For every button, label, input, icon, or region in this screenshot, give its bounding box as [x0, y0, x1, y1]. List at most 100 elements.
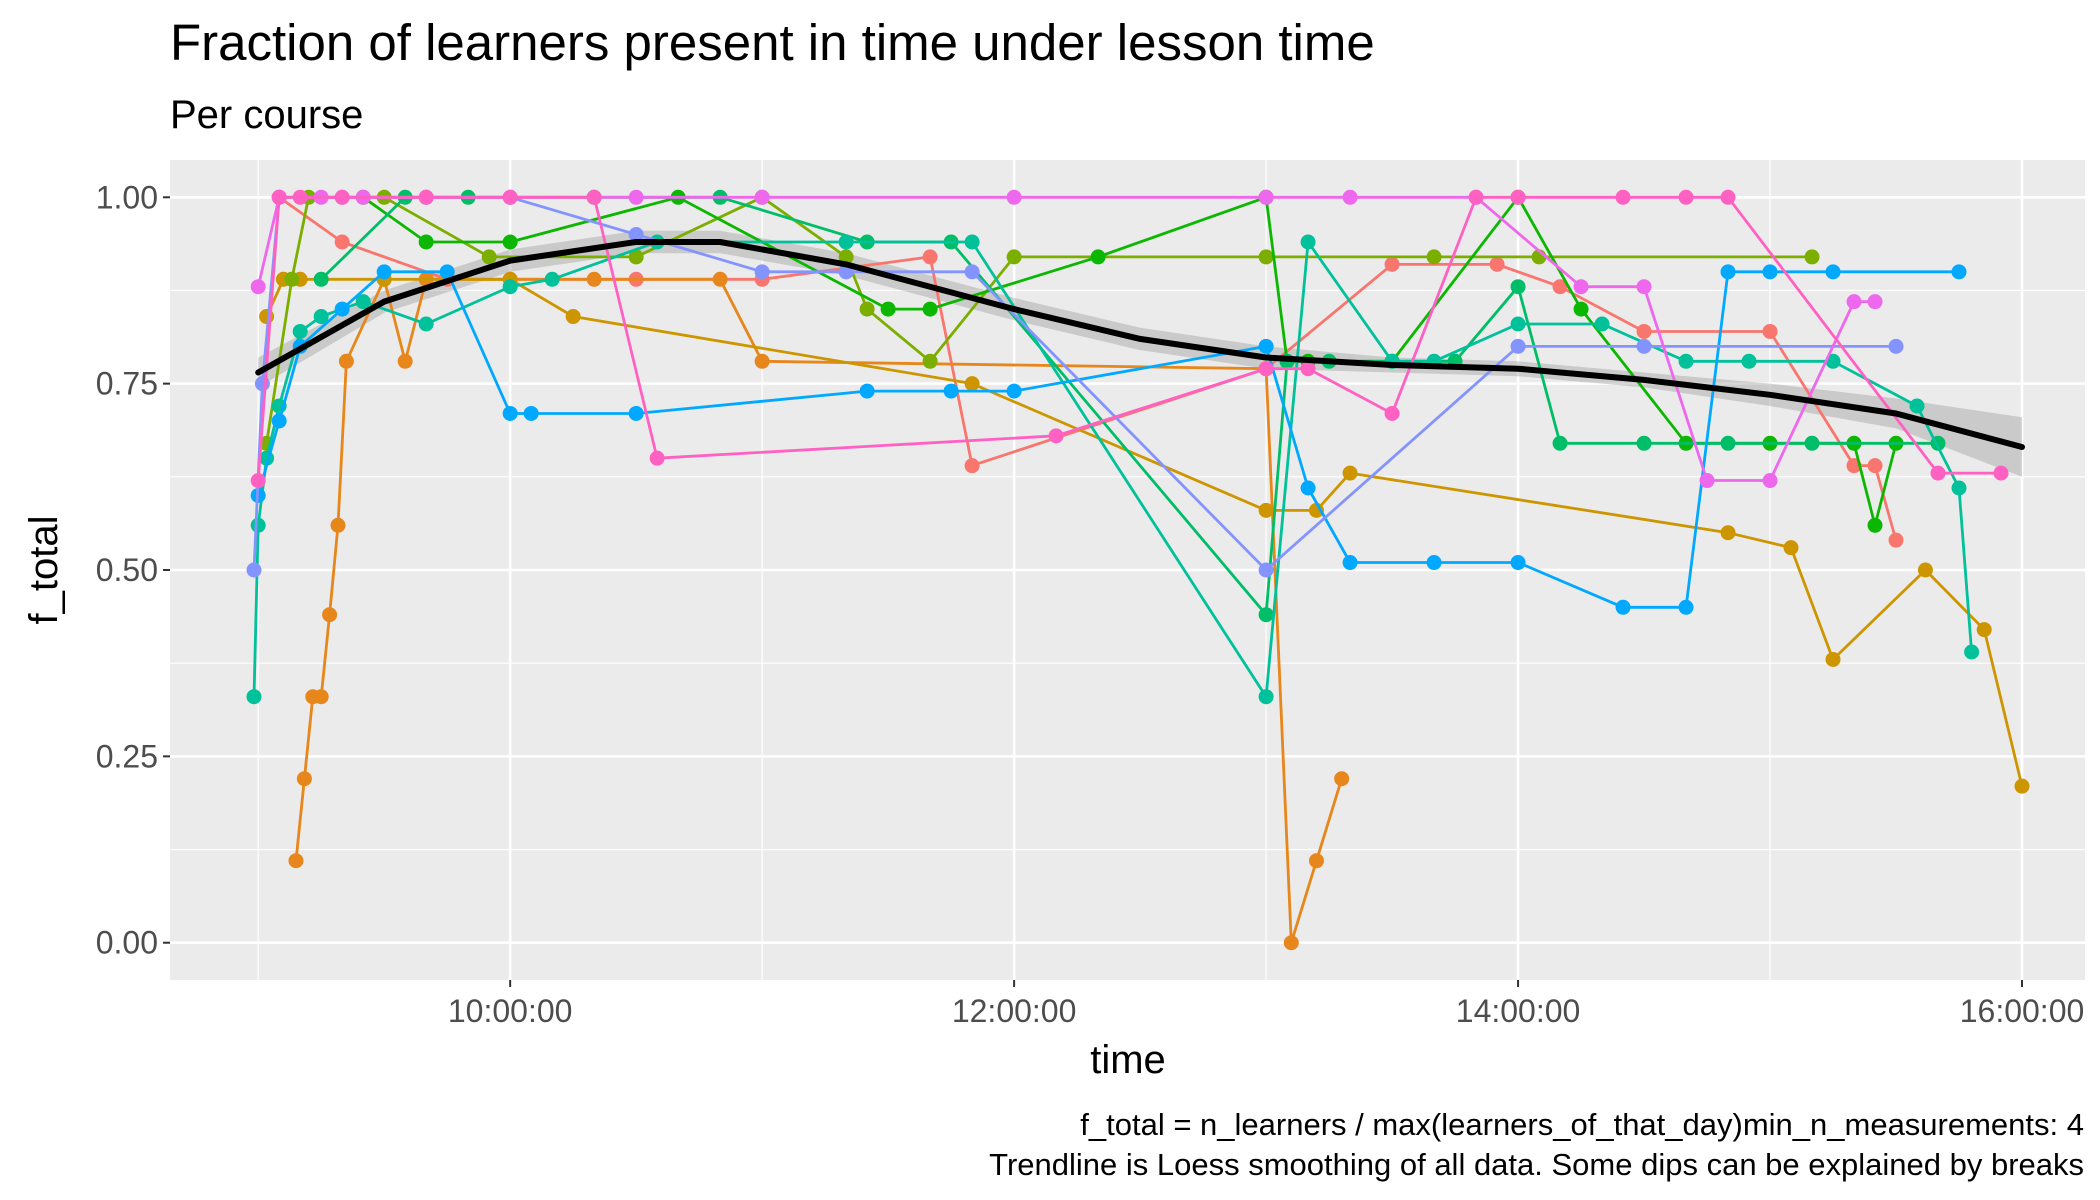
series-5-point: [880, 301, 896, 317]
series-11-point: [250, 473, 266, 489]
series-11-point: [1384, 405, 1400, 421]
series-4-point: [859, 301, 875, 317]
series-9-point: [1258, 562, 1274, 578]
series-8-point: [1258, 338, 1274, 354]
series-11-point: [502, 189, 518, 205]
series-3-point: [1258, 502, 1274, 518]
series-2-point: [313, 689, 329, 705]
series-6-point: [1552, 435, 1568, 451]
series-4-point: [1258, 249, 1274, 265]
chart-subtitle: Per course: [170, 93, 363, 137]
series-4-point: [284, 271, 300, 287]
series-6-point: [1510, 279, 1526, 295]
series-3-point: [1720, 525, 1736, 541]
series-4-point: [1426, 249, 1442, 265]
chart-title: Fraction of learners present in time und…: [170, 14, 1375, 71]
series-3-point: [1342, 465, 1358, 481]
x-axis-title: time: [1090, 1038, 1166, 1082]
series-7-point: [1964, 644, 1980, 660]
series-9-point: [254, 376, 270, 392]
series-8-point: [1510, 555, 1526, 571]
series-11-point: [1615, 189, 1631, 205]
series-9-point: [1636, 338, 1652, 354]
series-8-point: [1426, 555, 1442, 571]
x-tick-label: 12:00:00: [952, 993, 1077, 1029]
series-5-point: [1090, 249, 1106, 265]
series-3-point: [565, 309, 581, 325]
series-8-point: [1825, 264, 1841, 280]
series-10-point: [250, 279, 266, 295]
series-11-point: [1993, 465, 2009, 481]
series-5-point: [922, 301, 938, 317]
trend-line: [255, 239, 2025, 450]
series-6-point: [1804, 435, 1820, 451]
series-2-point: [586, 271, 602, 287]
series-1-point: [1384, 256, 1400, 272]
series-3-point: [964, 376, 980, 392]
series-8-point: [376, 264, 392, 280]
series-2-point: [330, 517, 346, 533]
series-4-point: [838, 249, 854, 265]
series-2-point: [1334, 771, 1350, 787]
series-2-point: [1283, 935, 1299, 951]
series-2-point: [288, 853, 304, 869]
series-10-point: [1636, 279, 1652, 295]
series-1-point: [1762, 323, 1778, 339]
series-10-point: [1573, 279, 1589, 295]
series-4-point: [481, 249, 497, 265]
series-3-point: [1976, 622, 1992, 638]
x-tick-label: 16:00:00: [1960, 993, 2085, 1029]
series-1-point: [964, 458, 980, 474]
series-2-point: [712, 271, 728, 287]
series-8-point: [943, 383, 959, 399]
series-11-point: [271, 189, 287, 205]
y-tick-label: 0.00: [96, 925, 158, 961]
series-5-point: [502, 234, 518, 250]
series-5-point: [1573, 301, 1589, 317]
series-8: [250, 264, 1967, 615]
series-11-point: [649, 450, 665, 466]
series-10-point: [1006, 189, 1022, 205]
series-3-line: [265, 277, 2024, 787]
series-11-point: [1258, 361, 1274, 377]
series-11-point: [1720, 189, 1736, 205]
series-4-point: [1006, 249, 1022, 265]
series-10-point: [754, 189, 770, 205]
series-7-point: [838, 234, 854, 250]
series-8-point: [859, 383, 875, 399]
series-11-point: [334, 189, 350, 205]
series-6-point: [1636, 435, 1652, 451]
series-2-point: [338, 353, 354, 369]
y-tick-label: 1.00: [96, 179, 158, 215]
series-1-point: [922, 249, 938, 265]
series-2-point: [397, 353, 413, 369]
series-11-point: [1048, 428, 1064, 444]
series-3-point: [1917, 562, 1933, 578]
series-3-point: [1783, 540, 1799, 556]
series-7-point: [502, 279, 518, 295]
series-6-point: [313, 271, 329, 287]
series-7-point: [313, 309, 329, 325]
series-1-point: [1888, 532, 1904, 548]
series-9-point: [1888, 338, 1904, 354]
y-tick-label: 0.25: [96, 738, 158, 774]
series-11-point: [1300, 361, 1316, 377]
series-7-point: [1678, 353, 1694, 369]
series-10-point: [1762, 473, 1778, 489]
series-7-point: [246, 689, 262, 705]
series-8-point: [1720, 264, 1736, 280]
series-8-point: [1678, 599, 1694, 615]
series-7-point: [1741, 353, 1757, 369]
series-11-point: [1468, 189, 1484, 205]
series-9-point: [628, 227, 644, 243]
caption-line-2: Trendline is Loess smoothing of all data…: [989, 1147, 2084, 1182]
series-10-point: [1258, 189, 1274, 205]
series-9-point: [246, 562, 262, 578]
series-7-point: [292, 323, 308, 339]
y-tick-label: 0.50: [96, 552, 158, 588]
series-2-point: [296, 771, 312, 787]
series-8-point: [1342, 555, 1358, 571]
series-7-point: [1951, 480, 1967, 496]
series-2-point: [322, 607, 338, 623]
